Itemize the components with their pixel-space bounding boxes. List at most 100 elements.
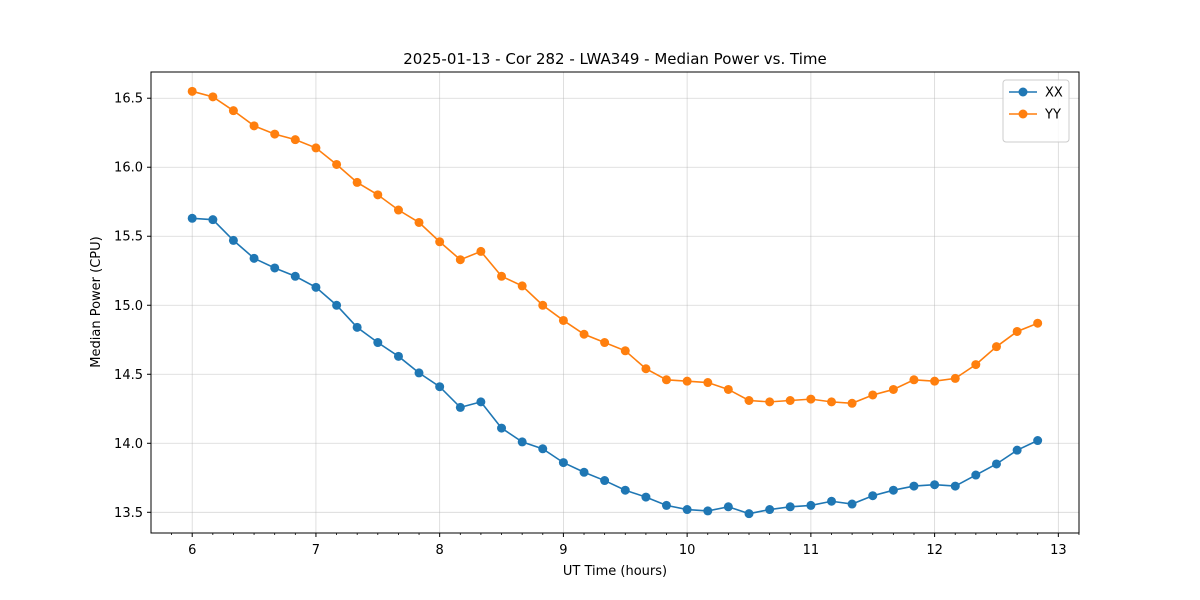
data-point-xx <box>661 500 671 510</box>
data-point-yy <box>765 397 775 407</box>
data-point-xx <box>620 485 630 495</box>
data-point-xx <box>1012 445 1022 455</box>
x-tick-label: 12 <box>926 543 943 558</box>
data-point-yy <box>661 375 671 385</box>
data-point-xx <box>249 253 259 263</box>
data-point-xx <box>187 213 197 223</box>
y-axis: 13.5 14.0 14.5 15.0 15.5 16.0 16.5 <box>114 92 151 521</box>
data-point-yy <box>414 217 424 227</box>
data-point-yy <box>455 255 465 265</box>
data-point-yy <box>682 376 692 386</box>
data-point-xx <box>517 437 527 447</box>
data-point-yy <box>497 271 507 281</box>
data-point-xx <box>827 496 837 506</box>
data-point-xx <box>208 215 218 225</box>
data-point-xx <box>930 480 940 490</box>
data-point-yy <box>827 397 837 407</box>
y-tick-label: 16.0 <box>114 161 143 176</box>
data-point-xx <box>414 368 424 378</box>
data-point-xx <box>393 351 403 361</box>
data-point-yy <box>991 342 1001 352</box>
data-point-yy <box>744 395 754 405</box>
data-point-xx <box>744 509 754 519</box>
data-point-xx <box>971 470 981 480</box>
data-point-xx <box>270 263 280 273</box>
data-point-yy <box>1033 318 1043 328</box>
legend-box <box>1002 79 1070 143</box>
data-point-yy <box>909 375 919 385</box>
data-point-xx <box>558 458 568 468</box>
data-point-xx <box>1033 436 1043 446</box>
data-point-yy <box>517 281 527 291</box>
data-point-xx <box>909 481 919 491</box>
data-point-yy <box>352 177 362 187</box>
y-tick-label: 14.0 <box>114 437 143 452</box>
series-layer <box>187 86 1043 519</box>
y-tick-label: 13.5 <box>114 506 143 521</box>
x-tick-label: 10 <box>679 543 696 558</box>
data-point-xx <box>950 481 960 491</box>
data-point-yy <box>930 376 940 386</box>
x-tick-label: 13 <box>1050 543 1067 558</box>
data-point-xx <box>290 271 300 281</box>
data-point-xx <box>991 459 1001 469</box>
x-tick-label: 7 <box>312 543 320 558</box>
x-tick-label: 8 <box>436 543 444 558</box>
legend-marker-xx <box>1018 87 1028 97</box>
legend-label-yy: YY <box>1044 108 1061 123</box>
data-point-yy <box>971 360 981 370</box>
data-point-yy <box>373 190 383 200</box>
data-point-yy <box>270 129 280 139</box>
data-point-xx <box>476 397 486 407</box>
data-point-xx <box>228 235 238 245</box>
data-point-yy <box>558 315 568 325</box>
data-point-yy <box>723 384 733 394</box>
data-point-xx <box>311 282 321 292</box>
data-point-xx <box>785 502 795 512</box>
data-point-yy <box>435 237 445 247</box>
grid-layer <box>151 72 1079 533</box>
data-point-xx <box>352 322 362 332</box>
x-axis: 6 7 8 9 10 11 12 13 <box>171 533 1080 558</box>
data-point-yy <box>868 390 878 400</box>
y-tick-label: 14.5 <box>114 368 143 383</box>
x-tick-label: 9 <box>559 543 567 558</box>
data-point-yy <box>1012 326 1022 336</box>
data-point-yy <box>847 398 857 408</box>
data-point-xx <box>455 402 465 412</box>
data-point-yy <box>600 338 610 348</box>
data-point-xx <box>888 485 898 495</box>
data-point-yy <box>641 364 651 374</box>
x-tick-label: 6 <box>188 543 196 558</box>
data-point-yy <box>249 121 259 131</box>
data-point-xx <box>847 499 857 509</box>
chart-title: 2025-01-13 - Cor 282 - LWA349 - Median P… <box>403 50 827 68</box>
data-point-xx <box>497 423 507 433</box>
legend-marker-yy <box>1018 109 1028 119</box>
data-point-yy <box>703 378 713 388</box>
data-point-xx <box>579 467 589 477</box>
data-point-yy <box>332 159 342 169</box>
data-point-yy <box>579 329 589 339</box>
data-point-yy <box>476 246 486 256</box>
data-point-yy <box>187 86 197 96</box>
data-point-xx <box>373 338 383 348</box>
data-point-yy <box>888 384 898 394</box>
data-point-xx <box>332 300 342 310</box>
y-tick-label: 15.0 <box>114 299 143 314</box>
legend: XX YY <box>1002 79 1070 143</box>
x-axis-label: UT Time (hours) <box>563 564 667 579</box>
data-point-xx <box>600 476 610 486</box>
y-tick-label: 16.5 <box>114 92 143 107</box>
data-point-xx <box>723 502 733 512</box>
plot-area <box>150 71 1080 534</box>
data-point-xx <box>682 505 692 515</box>
data-point-xx <box>765 505 775 515</box>
legend-label-xx: XX <box>1045 86 1063 101</box>
data-point-yy <box>950 373 960 383</box>
data-point-yy <box>228 106 238 116</box>
data-point-yy <box>806 394 816 404</box>
data-point-yy <box>393 205 403 215</box>
